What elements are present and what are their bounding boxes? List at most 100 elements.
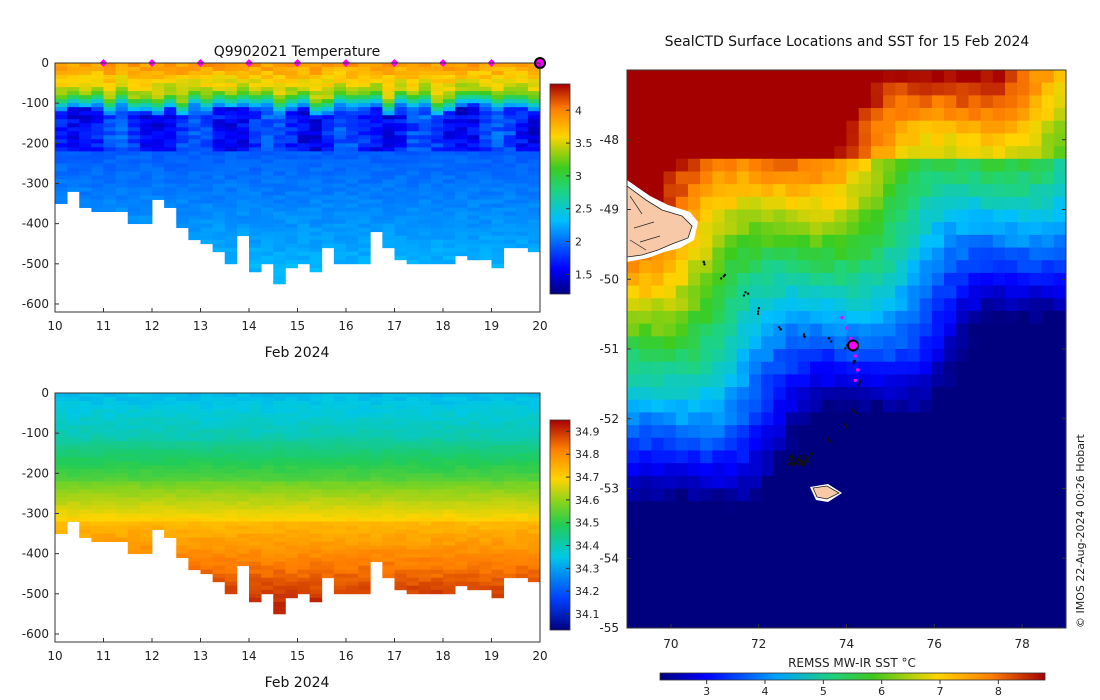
temperature-cell: [67, 79, 80, 84]
y-tick-label: -100: [22, 426, 49, 440]
temperature-cell: [236, 203, 250, 208]
temperature-cell: [55, 91, 68, 96]
salinity-cell: [333, 561, 347, 567]
sst-cell: [773, 488, 787, 502]
sst-cell: [748, 158, 762, 172]
sst-cell: [809, 298, 823, 312]
salinity-cell: [224, 397, 238, 402]
sst-cell: [700, 463, 713, 477]
sst-cell: [895, 196, 908, 210]
colorbar-tick-label: 34.2: [575, 585, 600, 598]
temperature-cell: [382, 219, 395, 225]
salinity-cell: [67, 397, 80, 402]
temperature-cell: [515, 151, 529, 156]
sst-cell: [968, 475, 982, 489]
temperature-cell: [467, 99, 480, 104]
temperature-cell: [382, 127, 395, 132]
temperature-cell: [176, 199, 189, 204]
salinity-cell: [491, 521, 505, 526]
temperature-cell: [333, 191, 347, 196]
salinity-cell: [479, 569, 492, 575]
temperature-cell: [418, 95, 432, 100]
salinity-cell: [152, 509, 165, 514]
temperature-cell: [479, 247, 492, 253]
temperature-cell: [358, 119, 371, 124]
salinity-cell: [515, 409, 529, 414]
salinity-cell: [55, 517, 68, 522]
sst-cell: [883, 146, 896, 160]
sst-cell: [1041, 298, 1055, 312]
temperature-cell: [479, 83, 492, 88]
salinity-cell: [212, 485, 226, 490]
salinity-cell: [430, 529, 444, 534]
salinity-cell: [382, 409, 395, 414]
temperature-cell: [273, 63, 286, 68]
salinity-cell: [309, 581, 323, 587]
salinity-panel: 10 11 12 13 14 15 16 17 18 19 200-100-200-300-400-…: [22, 386, 600, 691]
temperature-cell: [297, 155, 311, 160]
salinity-cell: [321, 545, 335, 551]
salinity-cell: [115, 405, 129, 410]
sst-cell: [748, 336, 762, 350]
salinity-cell: [394, 473, 408, 478]
temperature-cell: [370, 79, 383, 84]
temperature-cell: [430, 131, 444, 136]
temperature-cell: [285, 123, 298, 128]
salinity-cell: [333, 473, 347, 478]
sst-cell: [761, 387, 774, 401]
temperature-cell: [467, 95, 480, 100]
salinity-cell: [467, 465, 480, 470]
sst-cell: [724, 399, 738, 413]
sst-cell: [797, 247, 811, 261]
temperature-cell: [297, 215, 311, 221]
salinity-cell: [224, 497, 238, 502]
salinity-cell: [382, 401, 395, 406]
salinity-cell: [455, 505, 468, 510]
temperature-cell: [261, 95, 274, 100]
sst-cell: [736, 336, 750, 350]
salinity-cell: [139, 453, 153, 458]
salinity-cell: [406, 485, 420, 490]
temperature-cell: [430, 115, 444, 120]
temperature-cell: [261, 119, 274, 124]
salinity-cell: [261, 517, 274, 522]
sst-cell: [883, 374, 896, 388]
temperature-cell: [333, 111, 347, 116]
x-tick-label: 11: [96, 649, 111, 663]
temperature-cell: [55, 103, 68, 108]
temperature-cell: [261, 91, 274, 96]
sst-cell: [1041, 70, 1055, 84]
temperature-cell: [443, 195, 456, 200]
salinity-cell: [224, 441, 238, 446]
salinity-cell: [164, 477, 177, 482]
temperature-cell: [115, 71, 129, 76]
temperature-cell: [455, 195, 468, 200]
salinity-cell: [515, 437, 529, 442]
sst-cell: [639, 133, 652, 147]
salinity-cell: [491, 517, 505, 522]
sst-cell: [870, 196, 884, 210]
temperature-cell: [406, 171, 420, 176]
sst-cell: [687, 412, 701, 426]
salinity-cell: [261, 509, 274, 514]
sst-cell: [797, 272, 811, 287]
temperature-cell: [370, 103, 383, 108]
sst-cell: [700, 475, 713, 489]
salinity-cell: [491, 497, 505, 502]
sst-cell: [834, 475, 847, 489]
temperature-cell: [309, 239, 323, 245]
sst-cell: [858, 247, 872, 261]
salinity-cell: [224, 433, 238, 438]
temperature-cell: [79, 99, 92, 104]
temperature-cell: [418, 259, 432, 265]
sst-cell: [834, 412, 847, 426]
sst-cell: [1029, 450, 1043, 464]
sst-cell: [870, 450, 884, 464]
temperature-cell: [503, 175, 517, 180]
salinity-cell: [91, 465, 104, 470]
temperature-cell: [309, 67, 323, 72]
sst-cell: [797, 82, 811, 96]
temperature-cell: [212, 239, 226, 245]
temperature-cell: [127, 211, 141, 217]
temperature-cell: [139, 103, 153, 108]
